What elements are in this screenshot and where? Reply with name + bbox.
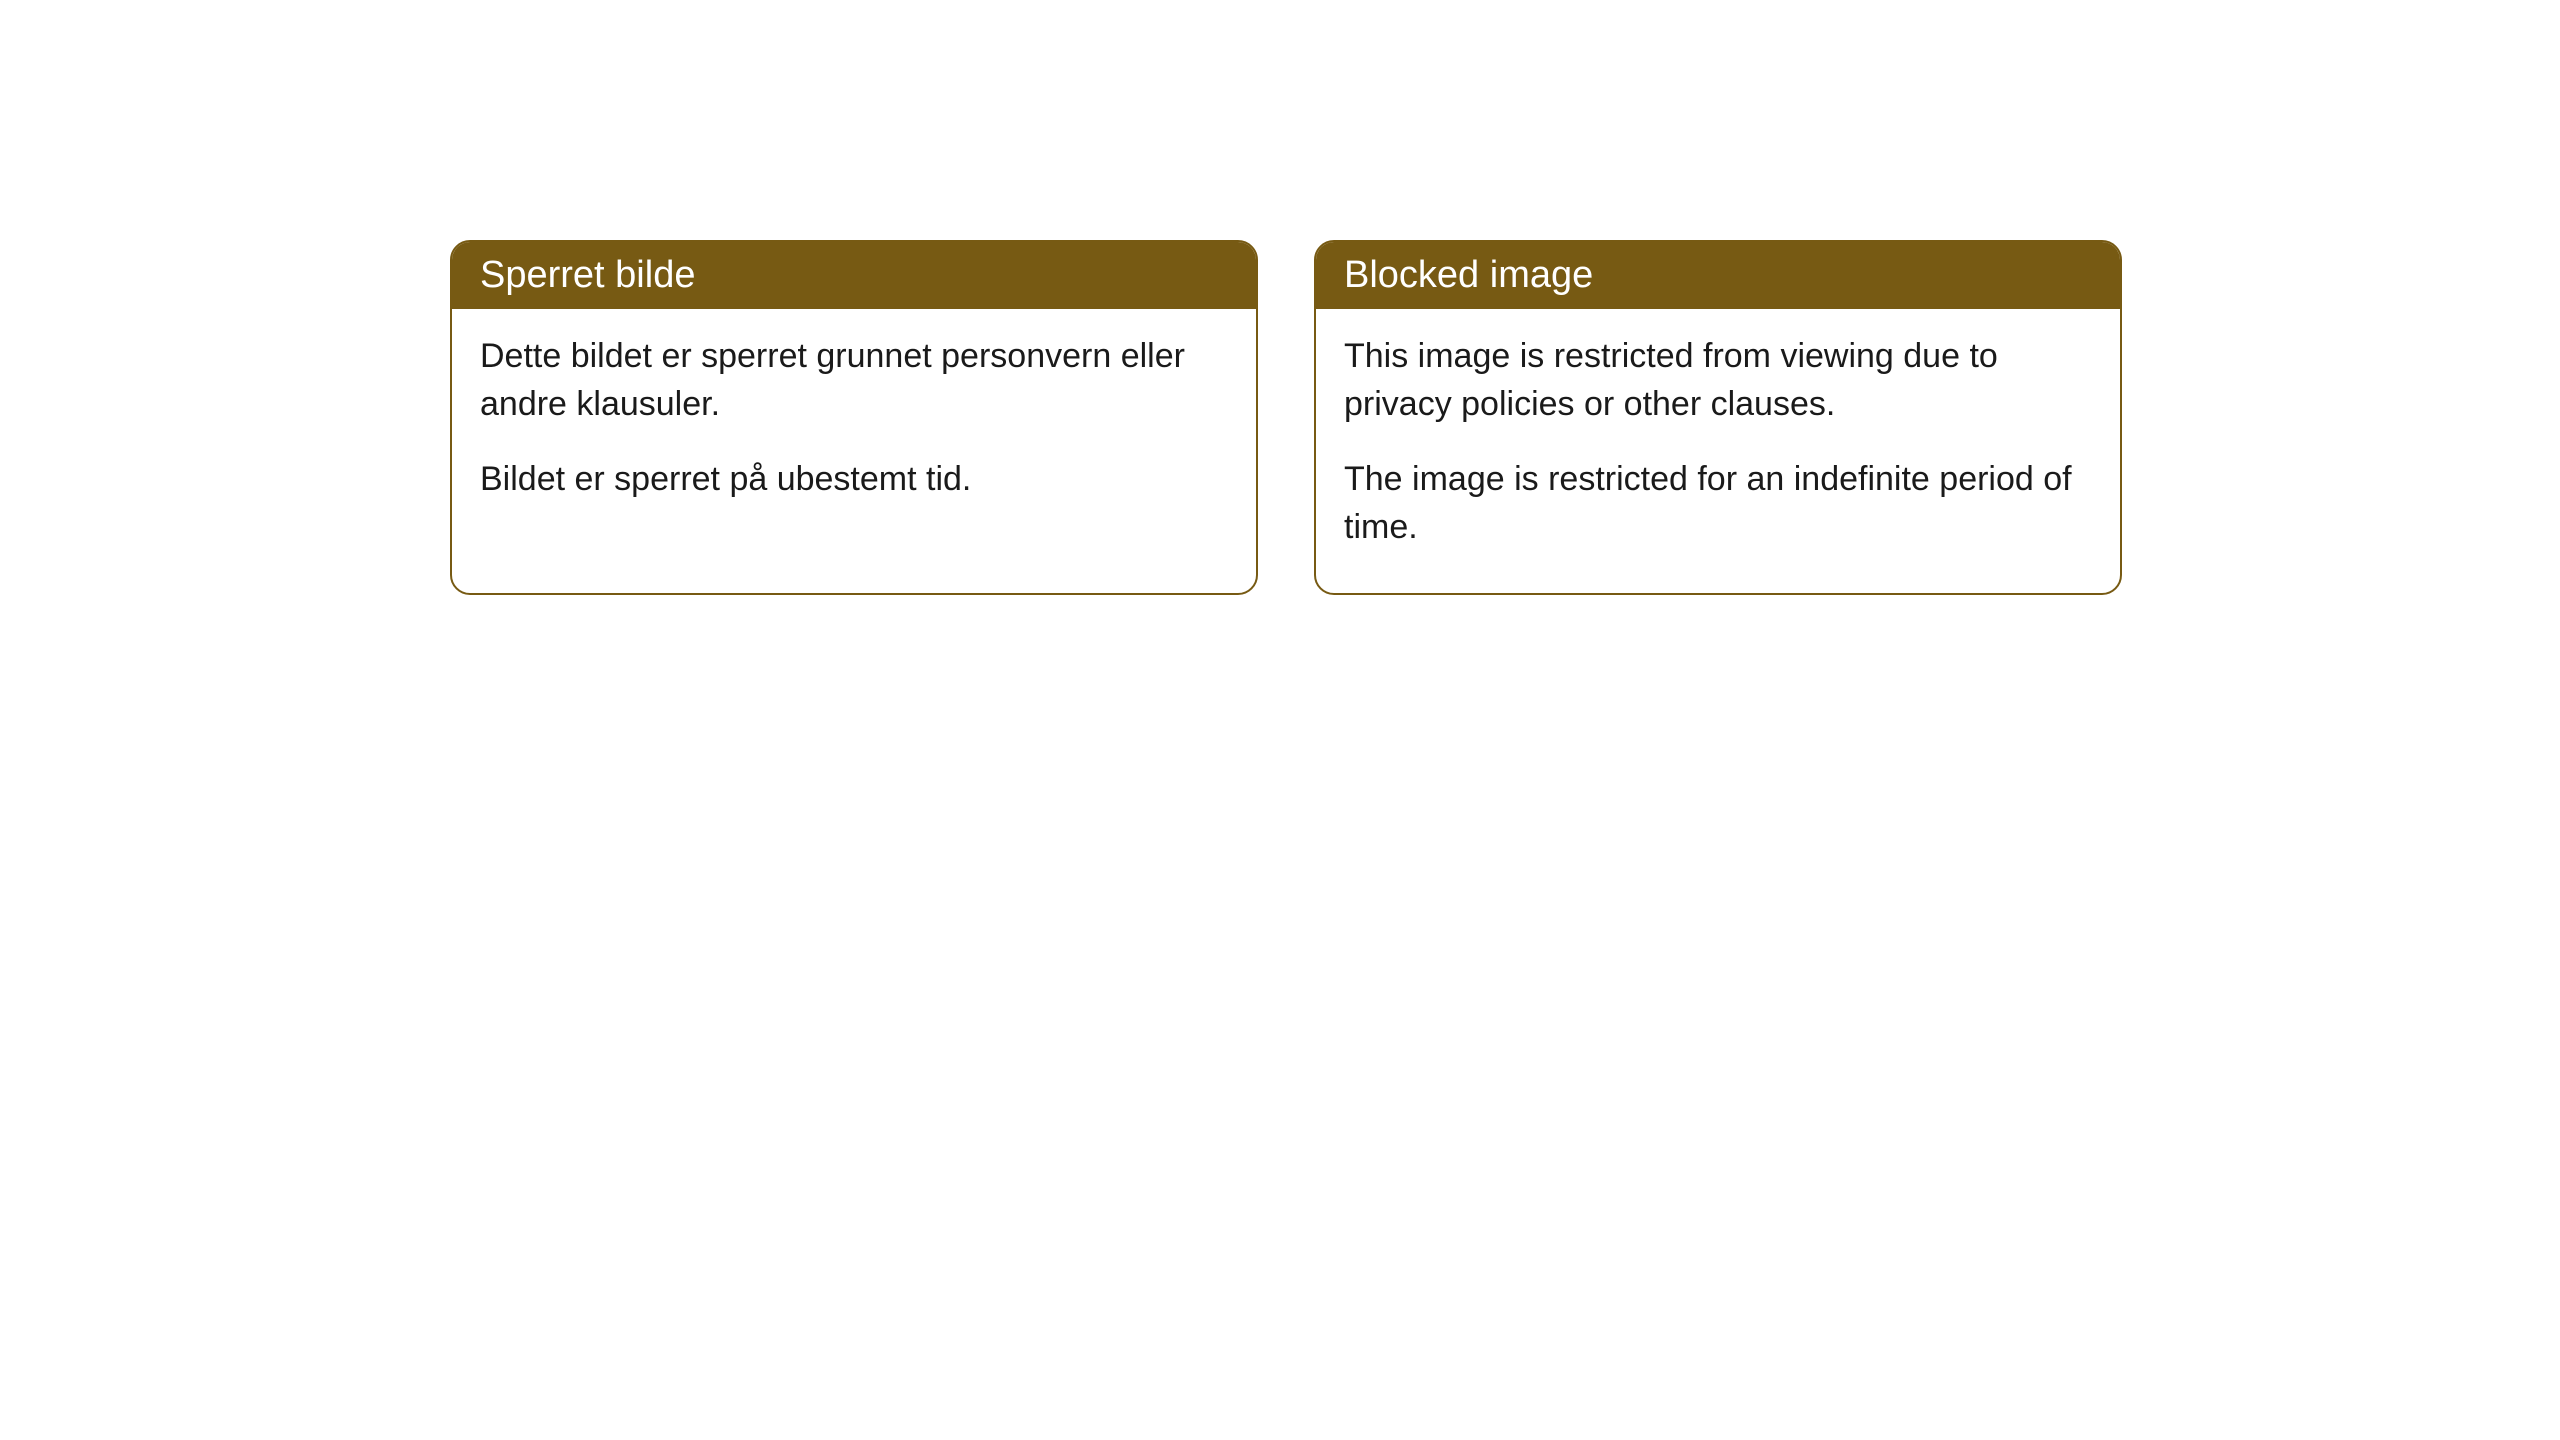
card-paragraph: Bildet er sperret på ubestemt tid. [480, 456, 1228, 504]
card-header-norwegian: Sperret bilde [452, 242, 1256, 309]
card-title: Blocked image [1344, 254, 1593, 296]
notice-container: Sperret bilde Dette bildet er sperret gr… [0, 0, 2560, 595]
card-paragraph: The image is restricted for an indefinit… [1344, 456, 2092, 551]
card-body-english: This image is restricted from viewing du… [1316, 309, 2120, 593]
card-paragraph: This image is restricted from viewing du… [1344, 333, 2092, 428]
card-header-english: Blocked image [1316, 242, 2120, 309]
card-body-norwegian: Dette bildet er sperret grunnet personve… [452, 309, 1256, 546]
card-paragraph: Dette bildet er sperret grunnet personve… [480, 333, 1228, 428]
blocked-image-card-english: Blocked image This image is restricted f… [1314, 240, 2122, 595]
blocked-image-card-norwegian: Sperret bilde Dette bildet er sperret gr… [450, 240, 1258, 595]
card-title: Sperret bilde [480, 254, 695, 296]
